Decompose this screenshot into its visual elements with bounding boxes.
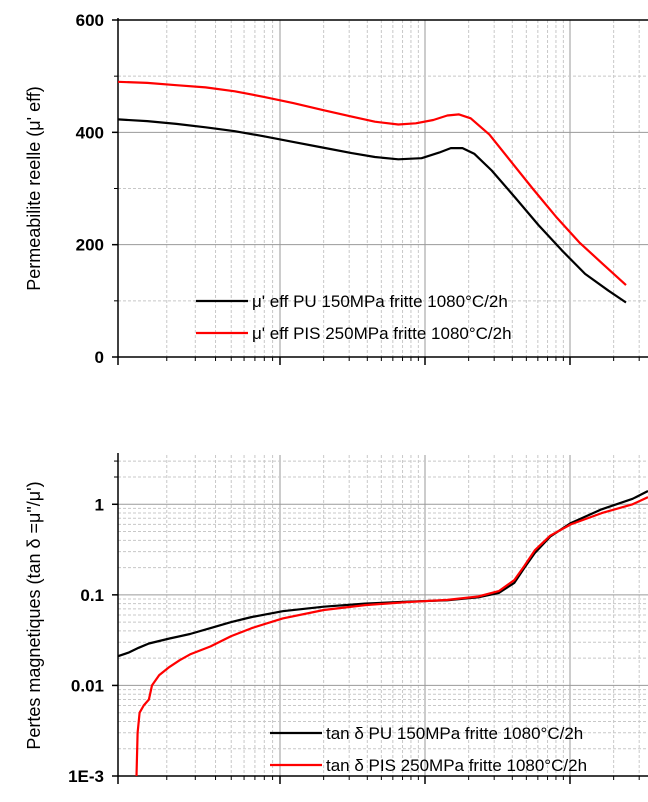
legend-label: μ' eff PU 150MPa fritte 1080°C/2h — [252, 292, 508, 311]
y-tick-label: 0.01 — [71, 676, 104, 695]
legend-label: μ' eff PIS 250MPa fritte 1080°C/2h — [252, 324, 512, 343]
y-axis-label: Pertes magnetiques (tan δ =μ"/μ') — [24, 481, 44, 749]
legend-label: tan δ PIS 250MPa fritte 1080°C/2h — [326, 756, 587, 775]
series-line — [117, 118, 627, 304]
y-tick-label: 0 — [95, 348, 104, 367]
y-tick-label: 200 — [76, 236, 104, 255]
legend-label: tan δ PU 150MPa fritte 1080°C/2h — [326, 724, 583, 743]
y-axis-label: Permeabilite reelle (μ' eff) — [24, 86, 44, 291]
y-tick-label: 600 — [76, 11, 104, 30]
grid — [118, 455, 648, 776]
bottom-chart: 1E-3 0.01 0.1 1 Pertes magnetiques (tan δ =μ… — [24, 453, 648, 786]
series-line — [135, 496, 648, 777]
y-tick-label: 1 — [95, 495, 104, 514]
grid — [118, 20, 648, 357]
top-chart: 0 200 400 600 Permeabilite reelle (μ' eff) μ'… — [24, 11, 648, 367]
series-line — [117, 80, 627, 286]
y-tick-label: 0.1 — [80, 586, 104, 605]
y-tick-label: 400 — [76, 123, 104, 142]
y-tick-label: 1E-3 — [68, 767, 104, 786]
series-line — [117, 490, 648, 658]
